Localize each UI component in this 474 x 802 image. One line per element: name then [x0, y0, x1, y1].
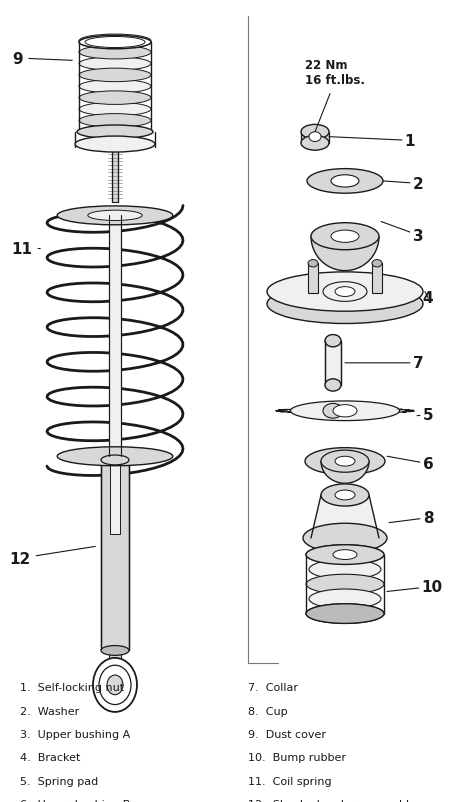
- Bar: [325, 342, 341, 386]
- Text: 22 Nm
16 ft.lbs.: 22 Nm 16 ft.lbs.: [305, 59, 365, 87]
- Ellipse shape: [79, 35, 151, 48]
- Text: 10.  Bump rubber: 10. Bump rubber: [248, 752, 346, 763]
- Ellipse shape: [79, 58, 151, 71]
- Text: 12: 12: [9, 547, 95, 566]
- Ellipse shape: [306, 574, 384, 594]
- Text: 11: 11: [11, 241, 40, 257]
- Ellipse shape: [107, 675, 123, 695]
- Text: 10: 10: [387, 579, 443, 594]
- Ellipse shape: [335, 491, 355, 500]
- Ellipse shape: [335, 456, 355, 467]
- Ellipse shape: [301, 125, 329, 140]
- Ellipse shape: [303, 524, 387, 553]
- Ellipse shape: [321, 451, 369, 472]
- Ellipse shape: [291, 402, 400, 421]
- Ellipse shape: [323, 404, 343, 419]
- Ellipse shape: [79, 47, 151, 60]
- Ellipse shape: [325, 335, 341, 347]
- Text: 8.  Cup: 8. Cup: [248, 706, 288, 716]
- Ellipse shape: [85, 38, 145, 48]
- Text: 2: 2: [383, 176, 423, 192]
- Bar: [308, 264, 318, 294]
- Text: 7.  Collar: 7. Collar: [248, 683, 298, 693]
- Ellipse shape: [267, 273, 423, 312]
- Ellipse shape: [101, 456, 129, 465]
- Text: 1: 1: [329, 134, 415, 148]
- Ellipse shape: [309, 560, 381, 580]
- Ellipse shape: [323, 282, 367, 302]
- Ellipse shape: [306, 545, 384, 565]
- Bar: [372, 264, 382, 294]
- Ellipse shape: [309, 589, 381, 609]
- Ellipse shape: [93, 658, 137, 712]
- Text: 4.  Bracket: 4. Bracket: [20, 752, 81, 763]
- Ellipse shape: [79, 36, 151, 50]
- Ellipse shape: [333, 550, 357, 560]
- Ellipse shape: [325, 379, 341, 391]
- Text: 5: 5: [417, 407, 433, 423]
- Ellipse shape: [333, 405, 357, 417]
- Text: 11.  Coil spring: 11. Coil spring: [248, 776, 332, 786]
- Text: 12.  Shock absorber assembly: 12. Shock absorber assembly: [248, 799, 416, 802]
- Ellipse shape: [307, 169, 383, 194]
- Text: 8: 8: [389, 511, 433, 525]
- Ellipse shape: [372, 261, 382, 268]
- Ellipse shape: [79, 69, 151, 83]
- Ellipse shape: [308, 261, 318, 268]
- Ellipse shape: [335, 287, 355, 297]
- Ellipse shape: [305, 448, 385, 475]
- Ellipse shape: [306, 604, 384, 624]
- Ellipse shape: [309, 132, 321, 143]
- Ellipse shape: [57, 207, 173, 225]
- Text: 7: 7: [345, 356, 423, 371]
- Ellipse shape: [267, 285, 423, 324]
- Ellipse shape: [321, 484, 369, 506]
- Ellipse shape: [331, 176, 359, 188]
- Ellipse shape: [331, 231, 359, 243]
- Ellipse shape: [306, 604, 384, 624]
- Ellipse shape: [75, 137, 155, 153]
- Ellipse shape: [99, 666, 131, 705]
- Text: 5.  Spring pad: 5. Spring pad: [20, 776, 98, 786]
- Ellipse shape: [306, 545, 384, 565]
- Bar: [112, 148, 118, 203]
- Ellipse shape: [79, 103, 151, 116]
- Ellipse shape: [79, 126, 151, 140]
- Ellipse shape: [79, 91, 151, 105]
- Text: 6: 6: [387, 456, 433, 472]
- Text: 9.  Dust cover: 9. Dust cover: [248, 729, 326, 739]
- Text: 3: 3: [381, 222, 423, 243]
- Text: 4: 4: [423, 291, 433, 306]
- Polygon shape: [275, 408, 414, 414]
- Ellipse shape: [77, 126, 153, 140]
- Bar: [109, 650, 121, 673]
- Ellipse shape: [79, 115, 151, 128]
- Bar: [101, 460, 129, 650]
- Ellipse shape: [79, 80, 151, 94]
- Text: 9: 9: [13, 51, 72, 67]
- Bar: [301, 132, 329, 144]
- Ellipse shape: [311, 224, 379, 250]
- Text: 6.  Upper bushing B: 6. Upper bushing B: [20, 799, 130, 802]
- Ellipse shape: [101, 646, 129, 655]
- Ellipse shape: [57, 448, 173, 466]
- Polygon shape: [311, 237, 379, 271]
- Text: 2.  Washer: 2. Washer: [20, 706, 79, 716]
- Ellipse shape: [301, 136, 329, 151]
- Polygon shape: [311, 496, 379, 538]
- Bar: [109, 216, 121, 456]
- Text: 1.  Self-locking nut: 1. Self-locking nut: [20, 683, 124, 693]
- Bar: [110, 460, 120, 534]
- Ellipse shape: [88, 211, 142, 221]
- Text: 3.  Upper bushing A: 3. Upper bushing A: [20, 729, 130, 739]
- Polygon shape: [321, 462, 369, 484]
